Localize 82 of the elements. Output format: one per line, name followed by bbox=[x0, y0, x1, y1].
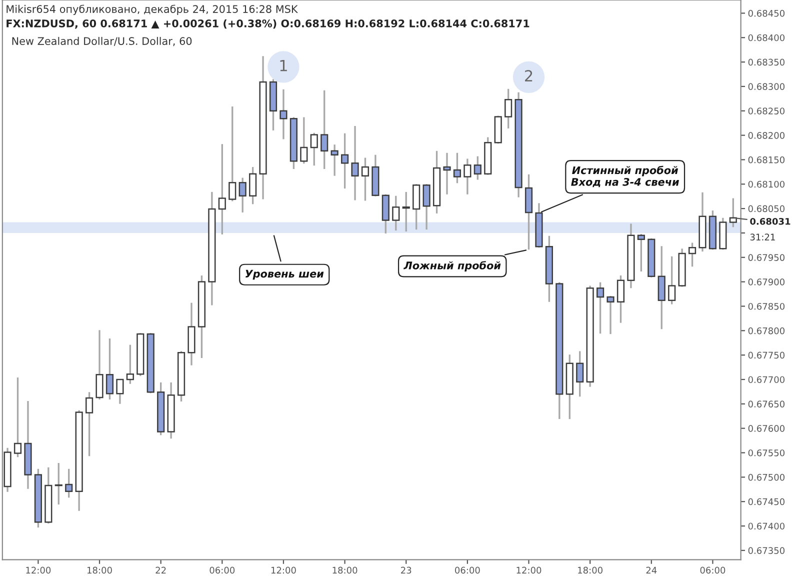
y-tick-label: 0.68300 bbox=[748, 83, 785, 90]
x-tick-label: 06:00 bbox=[700, 566, 726, 574]
candlestick bbox=[422, 183, 430, 230]
x-tick-label: 12:00 bbox=[516, 566, 542, 574]
candlestick bbox=[504, 88, 512, 130]
candlestick bbox=[320, 90, 328, 170]
x-tick-label: 23 bbox=[401, 566, 412, 574]
annotation: 1 bbox=[280, 60, 287, 72]
x-tick-label: 18:00 bbox=[332, 566, 358, 574]
y-tick-label: 0.67950 bbox=[748, 254, 785, 261]
x-tick-label: 18:00 bbox=[578, 566, 602, 574]
y-tick-label: 0.67850 bbox=[748, 302, 785, 310]
candlestick bbox=[249, 166, 257, 205]
x-tick-label: 12:00 bbox=[26, 566, 51, 574]
candlestick bbox=[341, 132, 349, 190]
candlestick bbox=[330, 144, 338, 177]
candlestick bbox=[392, 195, 400, 232]
y-tick-label: 0.68050 bbox=[748, 205, 785, 212]
x-tick-label: 06:00 bbox=[455, 566, 480, 574]
candlestick bbox=[86, 391, 94, 457]
text: FX:NZDUSD, 60 0.68171 ▲ +0.00261 (+0.38%) O:0.68169 H:0.68192 L:0.68144 C:0.68171 bbox=[6, 19, 530, 29]
y-tick-label: 0.67450 bbox=[748, 498, 785, 506]
candlestick bbox=[688, 242, 696, 268]
annotation: 2 bbox=[525, 70, 532, 82]
y-tick-label: 0.68200 bbox=[748, 132, 785, 139]
candlestick bbox=[310, 132, 318, 166]
x-tick-label: 12:00 bbox=[271, 566, 296, 574]
candlestick bbox=[280, 88, 288, 140]
candlestick bbox=[402, 191, 410, 232]
y-tick-label: 0.68250 bbox=[748, 108, 785, 114]
x-tick-label: 24 bbox=[646, 566, 657, 574]
x-tick-label: 06:00 bbox=[210, 566, 235, 574]
x-tick-label: 18:00 bbox=[87, 566, 112, 574]
y-tick-label: 0.68100 bbox=[748, 180, 785, 188]
text: 31:21 bbox=[750, 234, 775, 240]
y-tick-label: 0.67900 bbox=[748, 278, 785, 286]
y-tick-label: 0.67800 bbox=[748, 327, 785, 334]
candlestick bbox=[443, 152, 451, 196]
candlestick bbox=[96, 329, 104, 400]
annotation: 0.68031 bbox=[750, 218, 790, 225]
candlestick bbox=[300, 116, 308, 164]
y-tick-label: 0.67500 bbox=[748, 474, 785, 481]
candlestick bbox=[14, 376, 22, 458]
candlestick bbox=[453, 152, 462, 184]
annotation: Ложный пробой bbox=[403, 261, 501, 272]
candlestick bbox=[637, 233, 645, 272]
candlestick bbox=[238, 176, 246, 214]
candlestick bbox=[228, 106, 236, 202]
candlestick bbox=[106, 338, 114, 400]
x-tick-label: 22 bbox=[156, 566, 166, 574]
candlestick bbox=[668, 256, 676, 306]
y-tick-label: 0.67550 bbox=[748, 449, 785, 456]
candlestick bbox=[412, 183, 420, 230]
candlestick bbox=[596, 281, 604, 334]
annotation: Уровень шеи bbox=[246, 270, 324, 280]
y-tick-label: 0.67600 bbox=[748, 425, 785, 432]
annotation: Истинный пробой Вход на 3-4 свечи bbox=[571, 166, 679, 188]
candlestick bbox=[658, 245, 666, 330]
candlestick bbox=[65, 468, 73, 499]
candlestick bbox=[54, 462, 62, 506]
y-tick-label: 0.68400 bbox=[748, 34, 785, 42]
candlestick bbox=[576, 350, 584, 398]
y-tick-label: 0.67350 bbox=[748, 547, 785, 554]
candlestick bbox=[606, 295, 614, 335]
y-tick-label: 0.67700 bbox=[748, 376, 785, 384]
y-tick-label: 0.68350 bbox=[748, 58, 785, 66]
candlestick bbox=[474, 155, 482, 181]
candlestick bbox=[218, 143, 226, 236]
candlestick bbox=[116, 378, 124, 405]
annotation: Mikisr654 опубликовано, декабрь 24, 2015 16:28 MSK bbox=[6, 4, 298, 15]
y-tick-label: 0.67750 bbox=[748, 352, 785, 359]
candlestick bbox=[616, 274, 625, 324]
y-tick-label: 0.67650 bbox=[748, 400, 785, 408]
y-tick-label: 0.67400 bbox=[748, 522, 785, 530]
text: New Zealand Dollar/U.S. Dollar, 60 bbox=[12, 36, 192, 46]
y-tick-label: 0.68150 bbox=[748, 156, 785, 164]
candlestick bbox=[351, 125, 359, 202]
candlestick bbox=[729, 197, 737, 228]
candlestick bbox=[464, 158, 472, 196]
candlestick bbox=[126, 344, 134, 385]
candlestick bbox=[361, 156, 370, 202]
y-tick-label: 0.68450 bbox=[748, 10, 785, 17]
